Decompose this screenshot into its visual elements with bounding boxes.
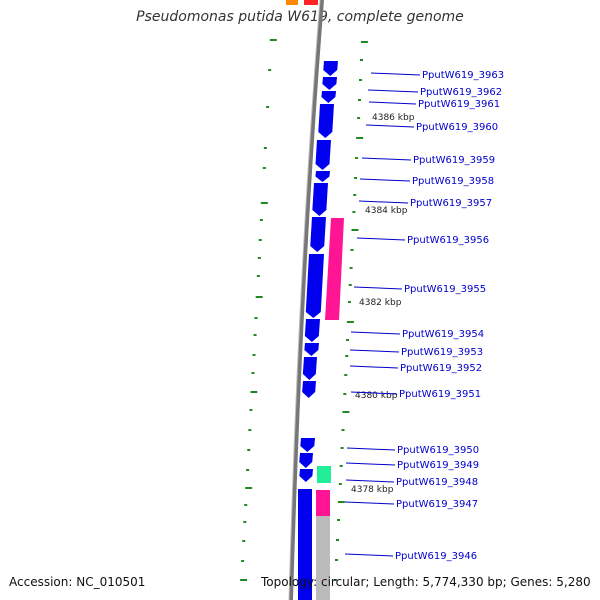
gene-block (312, 183, 328, 216)
kbp-marker: 4382 kbp (359, 298, 402, 308)
label-leader-line (359, 178, 411, 182)
orange-strip (286, 0, 298, 5)
gene-track (298, 61, 338, 600)
label-leader-line (370, 72, 421, 76)
gene-block (322, 77, 337, 90)
kbp-markers: 4386 kbp 4384 kbp 4382 kbp 4380 kbp 4378 kbp (351, 113, 415, 495)
kbp-marker: 4380 kbp (355, 391, 398, 401)
label-leader-line (344, 553, 394, 557)
gene-block (315, 171, 330, 182)
rna-feature (316, 490, 330, 516)
gene-block (323, 61, 338, 76)
label-leader-line (346, 447, 396, 451)
rna-feature (317, 466, 331, 483)
gene-label: PputW619_3946 (395, 551, 477, 562)
gene-label: PputW619_3959 (413, 155, 495, 166)
backbone-arc-shadow (288, 0, 321, 600)
label-leader-line (344, 501, 395, 505)
label-leader-line (345, 479, 395, 483)
gene-label: PputW619_3958 (412, 176, 494, 187)
gene-block (302, 357, 317, 380)
label-leader-line (350, 391, 398, 395)
gene-label: PputW619_3963 (422, 70, 504, 81)
gene-label: PputW619_3952 (400, 363, 482, 374)
gene-block (299, 469, 313, 482)
kbp-marker: 4384 kbp (365, 206, 408, 216)
top-color-strips (286, 0, 318, 5)
gc-skew-ticks (240, 39, 368, 581)
gene-label: PputW619_3947 (396, 499, 478, 510)
kbp-marker: 4386 kbp (372, 113, 415, 123)
label-leader-line (367, 89, 419, 93)
gene-block (304, 319, 320, 342)
gene-label: PputW619_3955 (404, 284, 486, 295)
backbone-arc (289, 0, 324, 600)
track-background (316, 516, 330, 600)
gene-label: PputW619_3960 (416, 122, 498, 133)
label-leader-line (350, 331, 401, 335)
label-leader-line (368, 101, 417, 105)
gene-block (300, 438, 315, 452)
gene-label: PputW619_3957 (410, 198, 492, 209)
gene-label: PputW619_3953 (401, 347, 483, 358)
label-leader-line (345, 462, 396, 466)
gene-block (318, 104, 334, 138)
label-leader-line (349, 365, 399, 369)
gene-block (304, 343, 319, 356)
rna-track (316, 218, 344, 600)
gene-block (321, 91, 336, 103)
gene-label: PputW619_3954 (402, 329, 484, 340)
gene-block (315, 140, 331, 170)
gene-block (302, 381, 316, 398)
label-leader-line (358, 200, 409, 204)
gene-label: PputW619_3950 (397, 445, 479, 456)
label-leader-line (361, 157, 412, 161)
gene-block (299, 453, 313, 468)
gene-block (305, 254, 324, 318)
genome-summary-text: Topology: circular; Length: 5,774,330 bp… (261, 575, 591, 589)
rna-feature (325, 218, 344, 320)
kbp-marker: 4378 kbp (351, 485, 394, 495)
map-title: Pseudomonas putida W619, complete genome (136, 9, 464, 25)
accession-text: Accession: NC_010501 (9, 575, 146, 589)
gene-block (298, 489, 312, 600)
gene-label: PputW619_3949 (397, 460, 479, 471)
red-strip (304, 0, 318, 5)
label-leader-line (365, 124, 415, 128)
gene-label: PputW619_3951 (399, 389, 481, 400)
gene-label: PputW619_3956 (407, 235, 489, 246)
gene-label: PputW619_3948 (396, 477, 478, 488)
gene-label: PputW619_3961 (418, 99, 500, 110)
gene-label: PputW619_3962 (420, 87, 502, 98)
label-leader-line (356, 237, 406, 241)
gene-block (310, 217, 326, 252)
genome-backbone (288, 0, 324, 600)
label-leader-line (353, 286, 403, 290)
label-leader-line (349, 349, 400, 353)
